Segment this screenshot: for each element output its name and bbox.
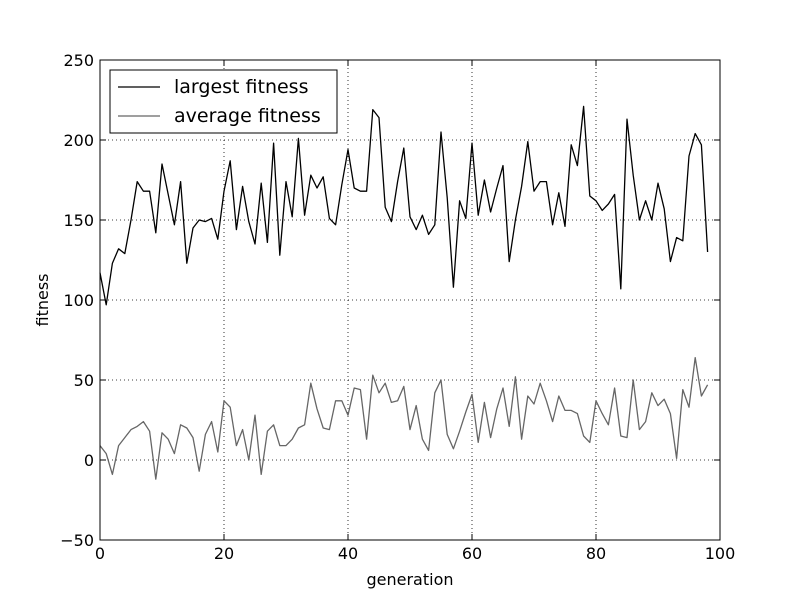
legend-label-largest-fitness: largest fitness: [174, 76, 308, 98]
legend: largest fitness average fitness: [109, 69, 338, 134]
y-axis-label: fitness: [33, 273, 52, 326]
x-tick-label-2: 40: [338, 544, 358, 563]
x-tick-label-1: 20: [214, 544, 234, 563]
y-tick-label-6: 250: [63, 51, 94, 70]
legend-box: [109, 69, 338, 134]
x-tick-label-0: 0: [95, 544, 105, 563]
y-tick-label-2: 50: [74, 371, 94, 390]
series-layer: [99, 105, 709, 480]
y-tick-label-4: 150: [63, 211, 94, 230]
y-tick-label-0: −50: [60, 531, 94, 550]
x-tick-label-3: 60: [462, 544, 482, 563]
y-tick-label-1: 0: [84, 451, 94, 470]
x-tick-label-4: 80: [586, 544, 606, 563]
x-axis-label: generation: [366, 570, 453, 589]
axis-ticks: [99, 59, 721, 541]
series-line-average-fitness: [99, 356, 709, 480]
series-line-largest-fitness: [99, 105, 709, 306]
legend-label-average-fitness: average fitness: [174, 105, 321, 127]
y-tick-label-3: 100: [63, 291, 94, 310]
y-tick-label-5: 200: [63, 131, 94, 150]
x-tick-label-5: 100: [705, 544, 736, 563]
